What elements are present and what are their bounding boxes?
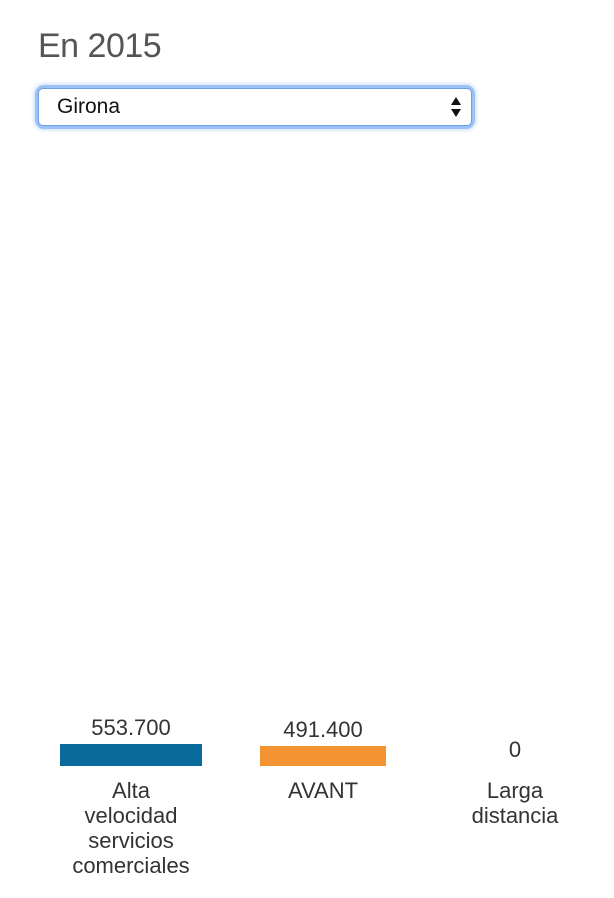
category-label-line: servicios xyxy=(88,828,174,853)
category-label-line: Larga xyxy=(487,778,544,803)
category-label-2: AVANT xyxy=(288,778,358,803)
category-label-group: Alta velocidad servicios comerciales AVANT La… xyxy=(72,778,559,878)
region-select-value[interactable]: Girona xyxy=(38,88,472,126)
bar-1 xyxy=(60,744,202,766)
bar-group xyxy=(60,744,387,766)
category-label-3: Larga distancia xyxy=(472,778,560,828)
category-label-line: distancia xyxy=(472,803,560,828)
value-label-2: 491.400 xyxy=(283,717,363,742)
bar-2 xyxy=(259,746,387,766)
category-label-line: velocidad xyxy=(85,803,178,828)
category-label-1: Alta velocidad servicios comerciales xyxy=(72,778,189,878)
value-label-3: 0 xyxy=(509,737,521,762)
category-label-line: AVANT xyxy=(288,778,358,803)
page-title: En 2015 xyxy=(38,27,162,65)
category-label-line: Alta xyxy=(112,778,151,803)
value-label-group: 553.700 491.400 0 xyxy=(91,715,521,762)
value-label-1: 553.700 xyxy=(91,715,171,740)
region-select[interactable]: Girona xyxy=(38,88,472,126)
category-label-line: comerciales xyxy=(72,853,189,878)
select-arrows-icon[interactable] xyxy=(450,96,462,118)
